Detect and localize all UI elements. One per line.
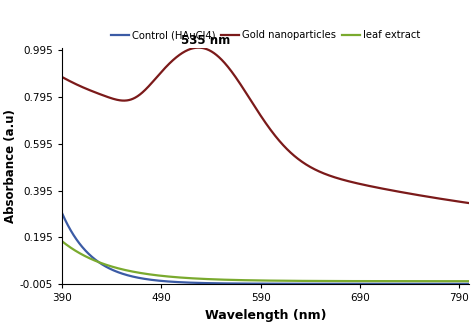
leaf extract — [338, 279, 344, 283]
Y-axis label: Absorbance (a.u): Absorbance (a.u) — [4, 109, 17, 223]
Gold nanoparticles — [196, 46, 201, 50]
Gold nanoparticles — [466, 201, 472, 205]
Control (HAuCl4) — [384, 282, 390, 286]
Legend: Control (HAuCl4), Gold nanoparticles, leaf extract: Control (HAuCl4), Gold nanoparticles, le… — [111, 30, 420, 40]
leaf extract — [384, 279, 390, 283]
Gold nanoparticles — [239, 84, 245, 88]
Gold nanoparticles — [224, 64, 230, 68]
Line: leaf extract: leaf extract — [62, 241, 469, 281]
leaf extract — [101, 262, 107, 266]
Control (HAuCl4) — [376, 282, 382, 286]
Text: 535 nm: 535 nm — [182, 34, 231, 47]
X-axis label: Wavelength (nm): Wavelength (nm) — [205, 309, 326, 322]
leaf extract — [224, 278, 229, 282]
leaf extract — [466, 279, 472, 283]
Control (HAuCl4) — [238, 282, 244, 286]
Control (HAuCl4) — [338, 282, 344, 286]
Gold nanoparticles — [377, 186, 383, 190]
leaf extract — [238, 278, 244, 282]
Control (HAuCl4) — [466, 282, 472, 286]
Gold nanoparticles — [59, 75, 65, 79]
Control (HAuCl4) — [59, 212, 65, 215]
Gold nanoparticles — [384, 187, 390, 191]
leaf extract — [59, 239, 65, 243]
Gold nanoparticles — [101, 94, 107, 97]
Line: Control (HAuCl4): Control (HAuCl4) — [62, 214, 469, 284]
Control (HAuCl4) — [101, 263, 107, 267]
Gold nanoparticles — [339, 178, 345, 182]
leaf extract — [376, 279, 382, 283]
Control (HAuCl4) — [224, 281, 229, 285]
Line: Gold nanoparticles: Gold nanoparticles — [62, 48, 469, 203]
